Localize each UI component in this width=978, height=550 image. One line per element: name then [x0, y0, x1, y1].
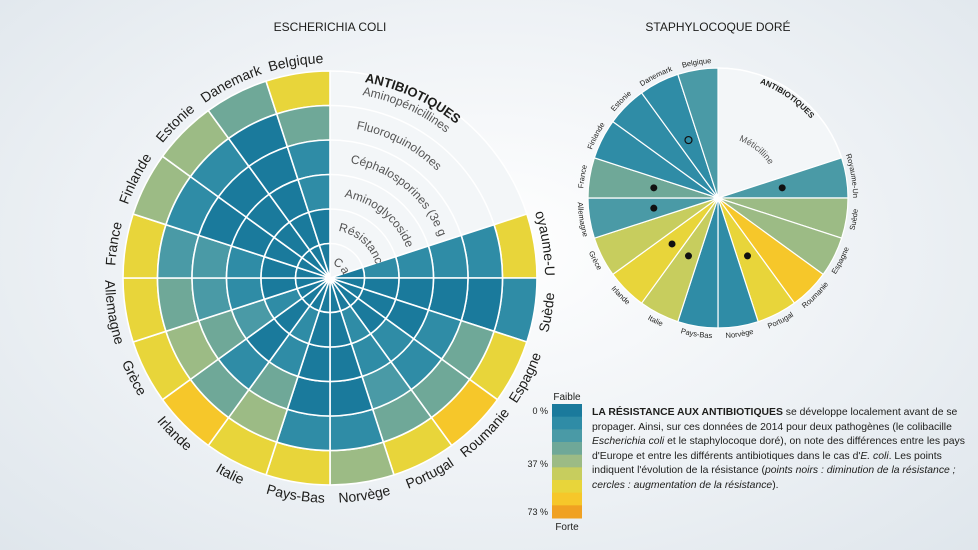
caption-lead: LA RÉSISTANCE AUX ANTIBIOTIQUES — [592, 407, 783, 418]
legend-swatch — [552, 454, 582, 468]
legend-tick: 73 % — [527, 507, 548, 517]
caption: LA RÉSISTANCE AUX ANTIBIOTIQUES se dével… — [592, 406, 976, 494]
legend-low-label: Faible — [553, 392, 581, 403]
caption-text-1: se développe localement avant de se prop… — [592, 407, 958, 433]
legend-swatch — [552, 480, 582, 494]
legend-high-label: Forte — [555, 522, 579, 533]
legend-swatch — [552, 492, 582, 506]
caption-text-3: . Les points indiquent l'évolution de la… — [592, 450, 942, 477]
decrease-marker — [650, 184, 658, 192]
country-label: France — [576, 164, 589, 189]
ring-guide — [329, 173, 430, 247]
legend: Faible Forte 0 % 37 % 73 % — [527, 392, 582, 533]
cell-belgique-5 — [318, 242, 331, 279]
ring-guide — [329, 104, 495, 225]
chart-title: STAPHYLOCOQUE DORÉ — [645, 19, 790, 34]
decrease-marker — [684, 252, 692, 260]
legend-tick: 37 % — [527, 459, 548, 469]
caption-text-4: ). — [772, 479, 779, 491]
ring-guide — [329, 208, 397, 257]
decrease-marker — [650, 204, 658, 212]
legend-swatch — [552, 416, 582, 430]
ring-guide — [329, 242, 364, 268]
legend-tick: 0 % — [532, 406, 548, 416]
legend-swatch — [552, 429, 582, 443]
country-label: Norvège — [338, 482, 392, 506]
ring-guide — [717, 67, 843, 159]
caption-species-2: E. coli — [860, 450, 889, 462]
caption-legend-markers: points noirs : diminution de la résistan… — [592, 465, 956, 491]
increase-marker — [684, 135, 693, 145]
legend-swatch — [552, 442, 582, 456]
chart-title: ESCHERICHIA COLI — [274, 20, 387, 34]
ring-guide — [329, 139, 462, 236]
decrease-marker — [778, 184, 786, 192]
caption-text-2: et le staphylocoque doré), on note des d… — [592, 436, 965, 462]
caption-species-1: Escherichia coli — [592, 436, 665, 448]
legend-swatch — [552, 404, 582, 418]
ring-guide — [329, 70, 528, 215]
country-label: France — [102, 220, 125, 267]
cell-belgique-0 — [677, 67, 719, 199]
legend-swatch — [552, 505, 582, 519]
country-label: Pays-Bas — [680, 326, 713, 340]
country-label: Belgique — [681, 56, 712, 69]
legend-swatch — [552, 467, 582, 481]
decrease-marker — [744, 252, 752, 260]
country-label: Suède — [848, 208, 860, 231]
country-label: Norvège — [725, 327, 754, 340]
polar-chart-0: Royaume-UniSuèdeEspagneRoumaniePortugalN… — [0, 0, 558, 506]
decrease-marker — [668, 240, 676, 248]
country-label: Suède — [535, 292, 557, 334]
